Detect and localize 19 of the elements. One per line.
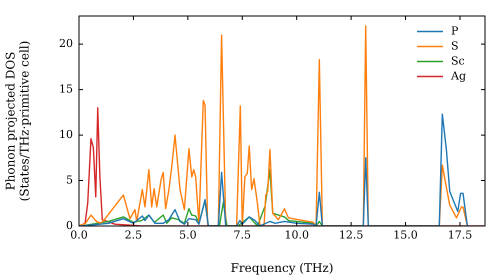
x-axis-title: Frequency (THz) (230, 260, 334, 275)
y-tick-label: 0 (66, 218, 73, 232)
x-tick-label: 15.0 (393, 228, 418, 242)
x-tick-label: 7.5 (234, 228, 252, 242)
y-axis-title: Phonon projected DOS (States/THz·primitive cell) (3, 40, 32, 202)
x-tick-label: 17.5 (448, 228, 472, 242)
legend-label: P (451, 24, 459, 38)
x-tick-label: 2.5 (124, 228, 142, 242)
y-tick-label: 20 (59, 37, 73, 50)
legend-label: S (451, 39, 459, 52)
legend-label: Sc (451, 54, 465, 68)
x-tick-label: 10.0 (284, 228, 309, 242)
y-tick-label: 10 (59, 128, 73, 141)
x-tick-label: 0.0 (70, 228, 88, 242)
y-tick-label: 5 (66, 173, 73, 186)
y-tick-label: 15 (59, 82, 73, 96)
x-tick-label: 5.0 (179, 228, 197, 242)
legend-label: Ag (450, 69, 466, 82)
x-tick-label: 12.5 (338, 228, 364, 242)
